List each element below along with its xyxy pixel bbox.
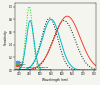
Y-axis label: Sensitivity: Sensitivity (4, 29, 8, 45)
X-axis label: Wavelength (nm): Wavelength (nm) (42, 78, 68, 82)
Legend: blue, green, red, Stiles spectral - 2 degrees, Conejo spectral - 10 degrees: blue, green, red, Stiles spectral - 2 de… (16, 61, 52, 70)
